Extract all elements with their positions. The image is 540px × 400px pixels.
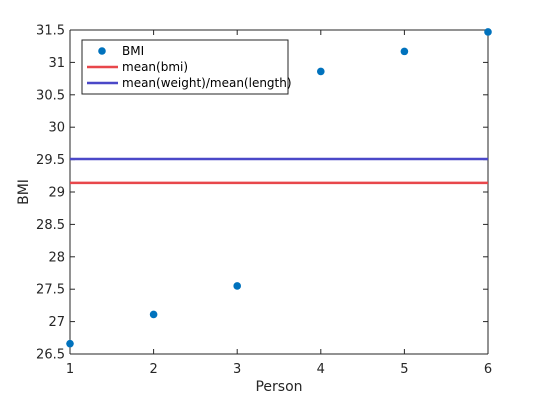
x-tick-label: 5	[400, 362, 408, 377]
legend-marker	[98, 47, 106, 55]
plot-area	[66, 28, 492, 348]
ticks: 1 2 3 4 5 6 26.5 27 27.5 28 28.5 29 29.5 30 30.5 31 31.5	[36, 24, 492, 378]
y-tick-label: 31.5	[36, 24, 65, 39]
y-tick-label: 30	[48, 121, 65, 136]
legend-label: mean(weight)/mean(length)	[122, 76, 292, 90]
legend-label: mean(bmi)	[122, 60, 188, 74]
y-tick-label: 29.5	[36, 153, 65, 168]
y-tick-label: 27	[48, 315, 65, 330]
data-point	[233, 282, 241, 290]
data-point	[317, 67, 325, 76]
y-tick-label: 29	[48, 186, 65, 201]
axes	[69, 29, 489, 355]
y-tick-label: 27.5	[36, 283, 65, 298]
x-tick-label: 1	[66, 362, 74, 377]
y-tick-label: 28.5	[36, 218, 65, 233]
legend-label: BMI	[122, 44, 144, 58]
x-axis-title: Person	[255, 379, 302, 395]
data-point	[400, 47, 409, 56]
x-tick-label: 3	[233, 362, 241, 377]
x-tick-label: 4	[317, 362, 325, 377]
x-tick-label: 6	[484, 362, 492, 377]
data-point	[149, 310, 158, 319]
data-point	[484, 28, 492, 36]
y-axis-title: BMI	[16, 179, 32, 205]
x-tick-label: 2	[149, 362, 157, 377]
data-point	[66, 339, 74, 348]
legend: BMI mean(bmi) mean(weight)/mean(length)	[81, 39, 292, 95]
y-tick-label: 26.5	[36, 348, 65, 363]
y-tick-label: 30.5	[36, 88, 65, 103]
y-tick-label: 28	[48, 250, 65, 265]
y-tick-label: 31	[48, 56, 65, 71]
